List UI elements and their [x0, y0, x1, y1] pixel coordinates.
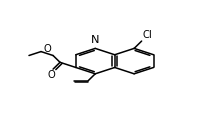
Text: N: N — [91, 35, 100, 45]
Text: O: O — [43, 44, 51, 54]
Text: O: O — [47, 70, 55, 80]
Text: Cl: Cl — [143, 30, 152, 40]
